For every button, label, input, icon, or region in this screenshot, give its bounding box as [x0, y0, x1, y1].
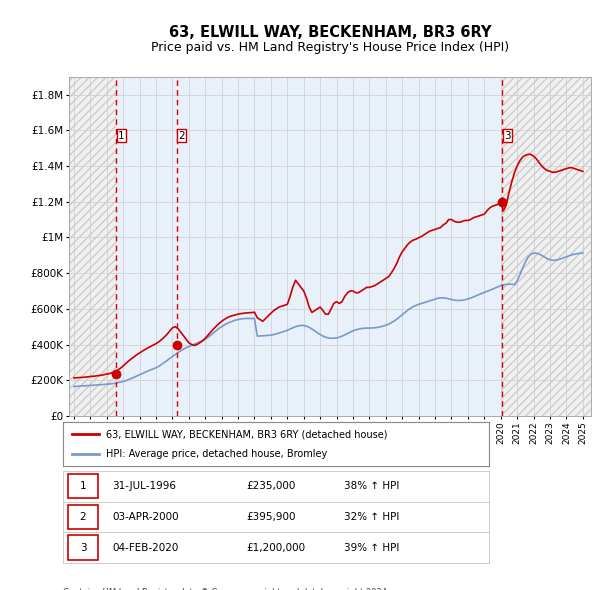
Text: 2: 2 — [179, 130, 185, 140]
Text: 31-JUL-1996: 31-JUL-1996 — [112, 481, 176, 491]
Text: 04-FEB-2020: 04-FEB-2020 — [112, 543, 178, 552]
FancyBboxPatch shape — [68, 504, 98, 529]
Text: Price paid vs. HM Land Registry's House Price Index (HPI): Price paid vs. HM Land Registry's House … — [151, 41, 509, 54]
FancyBboxPatch shape — [117, 129, 126, 142]
Text: 38% ↑ HPI: 38% ↑ HPI — [344, 481, 400, 491]
Text: 1: 1 — [80, 481, 86, 491]
FancyBboxPatch shape — [68, 535, 98, 560]
Text: 3: 3 — [80, 543, 86, 552]
Text: £395,900: £395,900 — [246, 512, 296, 522]
Text: 03-APR-2000: 03-APR-2000 — [112, 512, 179, 522]
Text: 63, ELWILL WAY, BECKENHAM, BR3 6RY: 63, ELWILL WAY, BECKENHAM, BR3 6RY — [169, 25, 491, 40]
Text: 63, ELWILL WAY, BECKENHAM, BR3 6RY (detached house): 63, ELWILL WAY, BECKENHAM, BR3 6RY (deta… — [106, 430, 387, 439]
Text: 32% ↑ HPI: 32% ↑ HPI — [344, 512, 400, 522]
FancyBboxPatch shape — [503, 129, 512, 142]
FancyBboxPatch shape — [178, 129, 187, 142]
Text: 1: 1 — [118, 130, 125, 140]
Text: £235,000: £235,000 — [246, 481, 296, 491]
Text: 39% ↑ HPI: 39% ↑ HPI — [344, 543, 400, 552]
Text: Contains HM Land Registry data © Crown copyright and database right 2024.
This d: Contains HM Land Registry data © Crown c… — [63, 588, 389, 590]
FancyBboxPatch shape — [68, 474, 98, 499]
Text: 2: 2 — [80, 512, 86, 522]
Text: 3: 3 — [504, 130, 511, 140]
Text: HPI: Average price, detached house, Bromley: HPI: Average price, detached house, Brom… — [106, 449, 327, 458]
Text: £1,200,000: £1,200,000 — [246, 543, 305, 552]
